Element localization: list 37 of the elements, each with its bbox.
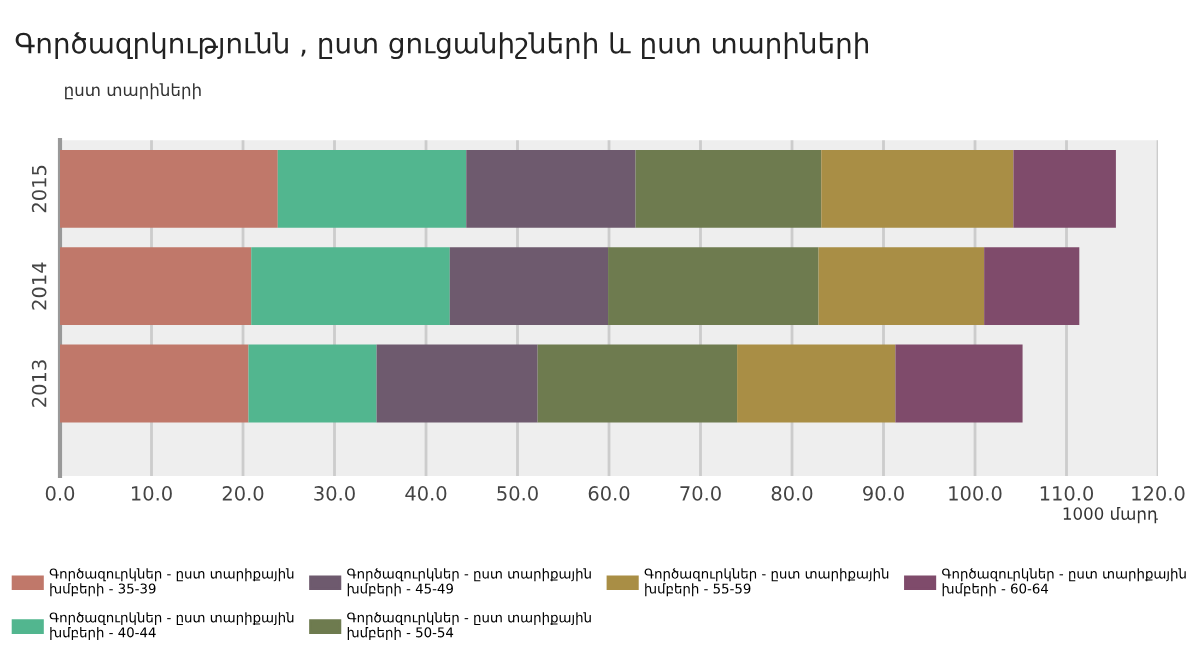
x-tick-label: 120.0 xyxy=(1132,486,1185,501)
y-tick-label: 2015 xyxy=(31,165,47,213)
y-axis-title: ըստ տարիների xyxy=(65,83,201,100)
x-tick-label: 0.0 xyxy=(45,486,75,501)
y-tick-label: 2013 xyxy=(31,360,47,407)
x-tick-label: 100.0 xyxy=(949,486,1002,501)
x-tick-label: 90.0 xyxy=(863,486,904,501)
bar xyxy=(449,247,609,326)
chart-title: Գործազրկությունն , ըստ ցուցանիշների և ըստ տարիների xyxy=(15,32,868,60)
bar xyxy=(821,149,1014,228)
x-tick-label: 110.0 xyxy=(1040,486,1094,501)
bar xyxy=(895,344,1023,423)
x-tick-label: 20.0 xyxy=(222,486,264,501)
x-tick-label: 60.0 xyxy=(588,486,630,501)
bar xyxy=(60,344,249,423)
bar xyxy=(60,149,278,228)
bar xyxy=(376,344,538,423)
x-tick-label: 30.0 xyxy=(314,486,355,501)
x-tick-label: 50.0 xyxy=(497,486,538,501)
x-tick-label: 80.0 xyxy=(771,486,813,501)
x-tick-label: 10.0 xyxy=(131,486,172,501)
bar xyxy=(277,149,467,228)
y-tick-label: 2014 xyxy=(31,262,47,310)
bar xyxy=(635,149,822,228)
bar xyxy=(1013,149,1116,228)
bar xyxy=(60,247,252,326)
bar xyxy=(251,247,450,326)
bar xyxy=(818,247,985,326)
x-axis-title: 1000 մարդ xyxy=(1063,507,1158,524)
x-tick-label: 70.0 xyxy=(680,486,721,501)
bar xyxy=(248,344,377,423)
bar xyxy=(537,344,738,423)
bar xyxy=(608,247,819,326)
bar xyxy=(737,344,896,423)
x-tick-label: 40.0 xyxy=(405,486,447,501)
bar xyxy=(984,247,1080,326)
bar xyxy=(466,149,636,228)
